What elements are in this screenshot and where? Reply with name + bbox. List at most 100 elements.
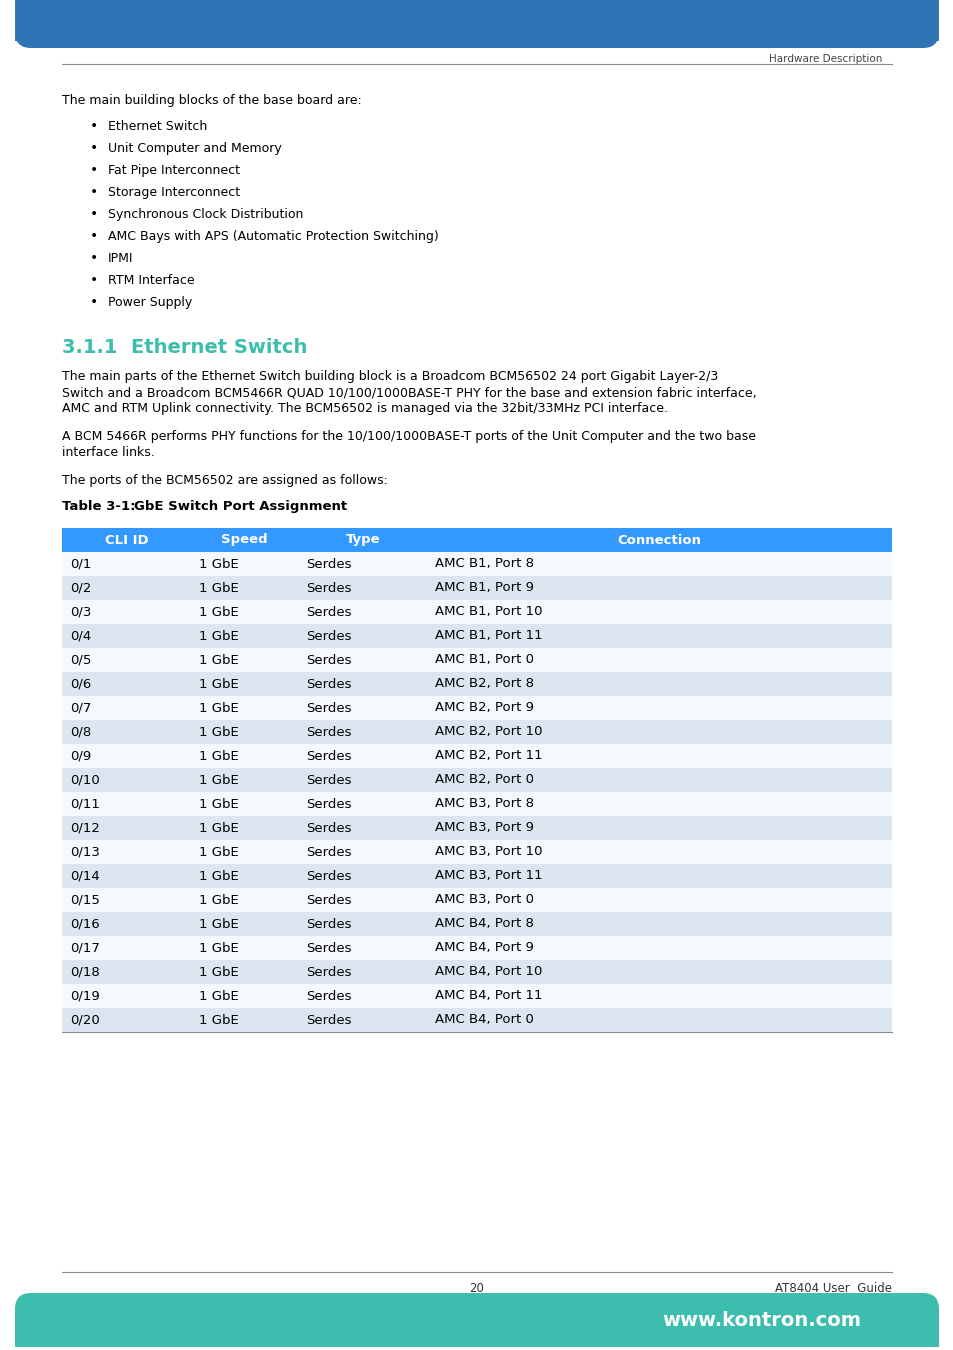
Text: 0/3: 0/3 [70,606,91,618]
Text: 1 GbE: 1 GbE [198,918,238,930]
Text: 1 GbE: 1 GbE [198,702,238,714]
Text: 1 GbE: 1 GbE [198,845,238,859]
Bar [62,552,891,576]
Text: 1 GbE: 1 GbE [198,894,238,906]
Text: 20: 20 [469,1282,484,1295]
Text: AMC B3, Port 10: AMC B3, Port 10 [435,845,542,859]
Bar [62,624,891,648]
Text: Serdes: Serdes [306,894,352,906]
Text: Serdes: Serdes [306,606,352,618]
FancyBboxPatch shape [15,1293,938,1347]
Text: Table 3-1:: Table 3-1: [62,500,135,513]
Text: 0/16: 0/16 [70,918,100,930]
Text: Power Supply: Power Supply [108,296,193,309]
Bar [62,960,891,984]
Text: AMC B2, Port 11: AMC B2, Port 11 [435,749,542,763]
Text: 0/9: 0/9 [70,749,91,763]
Text: 1 GbE: 1 GbE [198,869,238,883]
Text: Serdes: Serdes [306,798,352,810]
Bar [62,792,891,815]
Text: AMC and RTM Uplink connectivity. The BCM56502 is managed via the 32bit/33MHz PCI: AMC and RTM Uplink connectivity. The BCM… [62,402,667,414]
Text: Type: Type [345,533,380,547]
Text: A BCM 5466R performs PHY functions for the 10/100/1000BASE-T ports of the Unit C: A BCM 5466R performs PHY functions for t… [62,431,755,443]
Text: AMC B2, Port 9: AMC B2, Port 9 [435,702,534,714]
Bar [62,648,891,672]
Text: 0/6: 0/6 [70,678,91,690]
Text: •: • [90,185,98,198]
Text: 1 GbE: 1 GbE [198,558,238,571]
Text: AMC B1, Port 0: AMC B1, Port 0 [435,653,534,667]
Text: Serdes: Serdes [306,990,352,1003]
Bar [62,815,891,840]
Text: AMC Bays with APS (Automatic Protection Switching): AMC Bays with APS (Automatic Protection … [108,230,438,243]
Text: AT8404 User  Guide: AT8404 User Guide [774,1282,891,1295]
Text: AMC B4, Port 9: AMC B4, Port 9 [435,941,534,954]
Text: The ports of the BCM56502 are assigned as follows:: The ports of the BCM56502 are assigned a… [62,474,388,487]
Bar [62,913,891,936]
Text: 0/10: 0/10 [70,774,100,787]
Text: Speed: Speed [221,533,268,547]
Text: •: • [90,207,98,221]
Text: AMC B4, Port 8: AMC B4, Port 8 [435,918,534,930]
Text: www.kontron.com: www.kontron.com [661,1311,861,1330]
Text: •: • [90,163,98,177]
Text: Serdes: Serdes [306,822,352,834]
Text: •: • [90,273,98,288]
Bar [15,1323,938,1347]
Text: 0/18: 0/18 [70,965,100,979]
Text: 1 GbE: 1 GbE [198,822,238,834]
Bar [62,840,891,864]
Text: 1 GbE: 1 GbE [198,582,238,594]
FancyBboxPatch shape [15,0,938,49]
Text: 0/13: 0/13 [70,845,100,859]
Text: Serdes: Serdes [306,1014,352,1026]
Text: AMC B3, Port 0: AMC B3, Port 0 [435,894,534,906]
Text: Synchronous Clock Distribution: Synchronous Clock Distribution [108,208,303,221]
Text: AMC B3, Port 8: AMC B3, Port 8 [435,798,534,810]
Text: IPMI: IPMI [108,252,133,265]
Text: Serdes: Serdes [306,725,352,738]
Text: AMC B2, Port 0: AMC B2, Port 0 [435,774,534,787]
Text: Serdes: Serdes [306,941,352,954]
Text: The main parts of the Ethernet Switch building block is a Broadcom BCM56502 24 p: The main parts of the Ethernet Switch bu… [62,370,718,383]
Text: AMC B4, Port 10: AMC B4, Port 10 [435,965,542,979]
Text: •: • [90,140,98,155]
Bar [62,599,891,624]
Text: 0/8: 0/8 [70,725,91,738]
Text: 0/5: 0/5 [70,653,91,667]
Text: 0/14: 0/14 [70,869,100,883]
Text: Serdes: Serdes [306,678,352,690]
Text: 1 GbE: 1 GbE [198,725,238,738]
Text: interface links.: interface links. [62,446,154,459]
Text: 1 GbE: 1 GbE [198,749,238,763]
Text: Serdes: Serdes [306,582,352,594]
Text: 1 GbE: 1 GbE [198,678,238,690]
Text: Serdes: Serdes [306,558,352,571]
Text: Ethernet Switch: Ethernet Switch [108,120,207,134]
Text: 0/2: 0/2 [70,582,91,594]
Text: Serdes: Serdes [306,845,352,859]
Text: •: • [90,251,98,265]
Text: AMC B1, Port 11: AMC B1, Port 11 [435,629,542,643]
Text: CLI ID: CLI ID [105,533,148,547]
Bar [62,720,891,744]
Text: AMC B4, Port 0: AMC B4, Port 0 [435,1014,534,1026]
Text: 0/4: 0/4 [70,629,91,643]
Bar [62,672,891,697]
Bar [62,697,891,720]
Text: RTM Interface: RTM Interface [108,274,194,288]
Text: AMC B2, Port 8: AMC B2, Port 8 [435,678,534,690]
Text: 0/15: 0/15 [70,894,100,906]
Text: Connection: Connection [617,533,700,547]
Text: Serdes: Serdes [306,774,352,787]
Text: The main building blocks of the base board are:: The main building blocks of the base boa… [62,95,361,107]
Text: Serdes: Serdes [306,918,352,930]
Bar [62,744,891,768]
Text: 1 GbE: 1 GbE [198,629,238,643]
Bar [62,984,891,1008]
Text: Storage Interconnect: Storage Interconnect [108,186,240,198]
Text: 0/11: 0/11 [70,798,100,810]
Bar [62,768,891,792]
Text: 0/12: 0/12 [70,822,100,834]
Text: 0/17: 0/17 [70,941,100,954]
